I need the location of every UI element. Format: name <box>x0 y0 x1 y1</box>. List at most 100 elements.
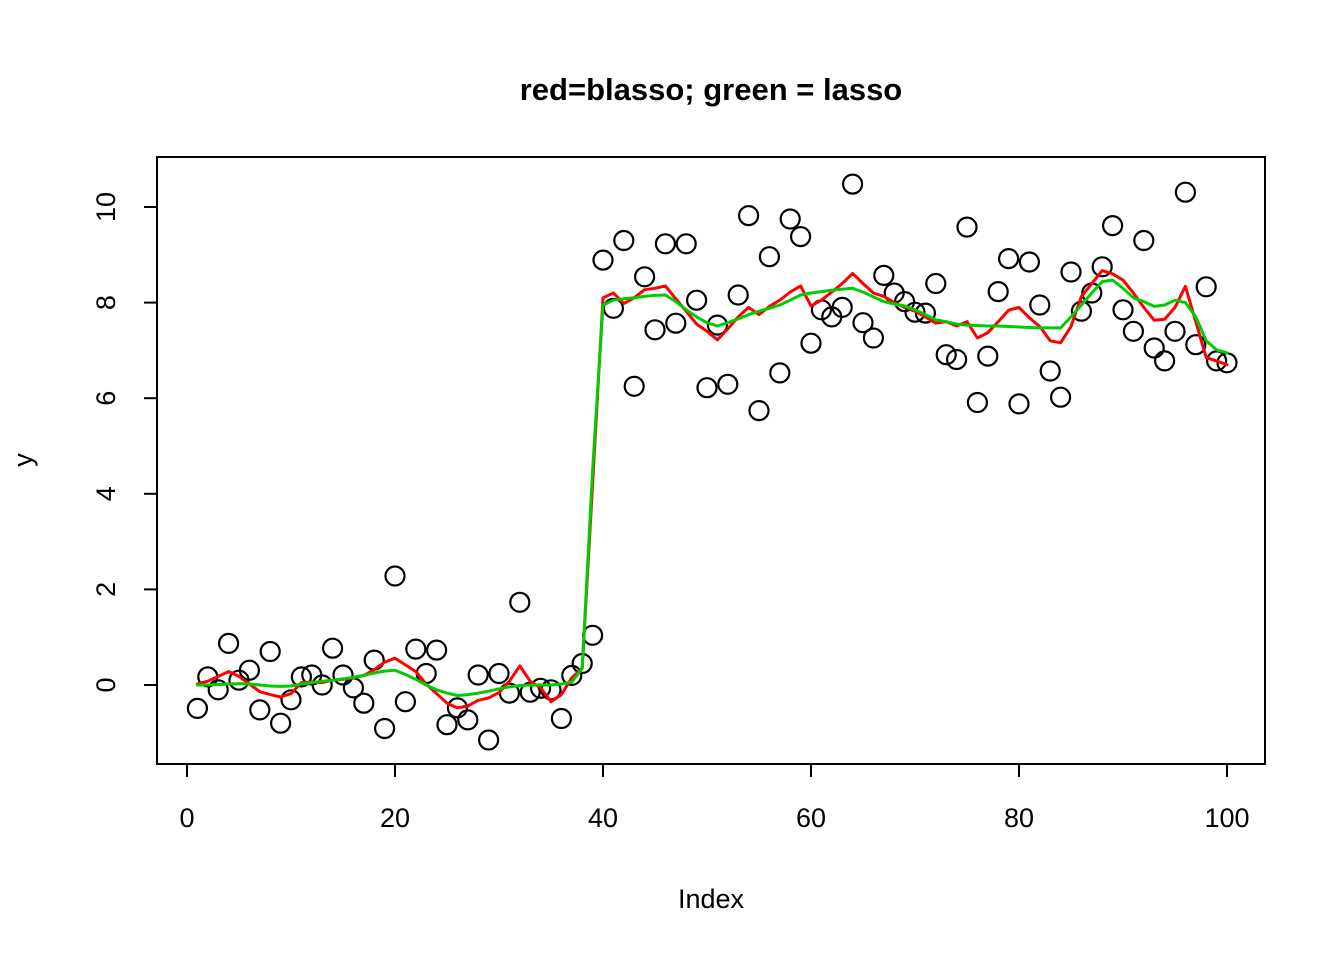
data-point <box>685 289 708 311</box>
data-point <box>488 662 510 685</box>
data-point <box>1153 350 1176 372</box>
data-point <box>613 229 635 252</box>
data-point <box>238 659 260 681</box>
data-point <box>550 707 573 730</box>
data-point <box>997 248 1020 270</box>
data-point <box>1195 276 1217 298</box>
data-point <box>1164 320 1186 342</box>
data-point <box>841 173 864 195</box>
data-point <box>374 717 396 740</box>
data-point <box>311 674 333 696</box>
fit-lines <box>195 269 1229 710</box>
chart-title: red=blasso; green = lasso <box>520 72 903 107</box>
data-point <box>1091 256 1113 278</box>
data-point <box>457 709 479 731</box>
data-point <box>925 272 947 295</box>
data-point <box>186 697 208 720</box>
y-tick-label: 2 <box>91 582 121 597</box>
data-point <box>436 714 458 736</box>
data-point <box>675 233 697 255</box>
data-point <box>1133 229 1155 252</box>
data-point <box>322 637 344 659</box>
data-point <box>623 375 645 397</box>
y-axis-label: y <box>8 453 38 467</box>
plot-box <box>156 156 1266 765</box>
data-point <box>394 691 416 713</box>
blasso-line <box>195 269 1229 710</box>
data-point <box>706 314 729 336</box>
data-point <box>977 345 999 367</box>
data-point <box>769 362 791 384</box>
data-point <box>644 319 666 341</box>
data-point <box>1174 181 1197 203</box>
data-point <box>1122 320 1145 342</box>
data-point <box>904 301 926 323</box>
data-point <box>478 729 500 751</box>
x-tick-label: 20 <box>380 803 410 833</box>
x-tick-label: 0 <box>179 803 194 833</box>
data-point <box>290 666 312 688</box>
data-point <box>852 312 874 334</box>
x-tick-label: 80 <box>1004 803 1034 833</box>
data-point <box>935 344 957 366</box>
data-point <box>529 677 552 699</box>
data-point <box>249 699 271 721</box>
data-point <box>1185 334 1207 356</box>
data-point <box>1029 294 1051 316</box>
data-point <box>353 692 375 714</box>
x-tick-label: 40 <box>588 803 618 833</box>
data-point <box>1070 300 1093 322</box>
x-tick-label: 60 <box>796 803 826 833</box>
data-point <box>207 679 229 701</box>
data-point <box>280 689 302 711</box>
data-points <box>186 173 1238 751</box>
data-point <box>696 377 718 399</box>
data-point <box>737 205 760 227</box>
data-point <box>1039 360 1061 382</box>
data-point <box>446 697 468 719</box>
axes: 0 20 40 60 80 100 0 2 4 6 8 10 <box>91 192 1250 833</box>
data-point <box>831 296 853 318</box>
data-point <box>654 233 677 255</box>
y-tick-label: 10 <box>91 192 121 222</box>
data-point <box>779 208 801 230</box>
data-point <box>592 249 614 271</box>
data-point <box>748 400 770 422</box>
data-point <box>426 639 448 661</box>
data-point <box>259 640 281 663</box>
y-tick-label: 8 <box>91 295 121 310</box>
data-point <box>1008 393 1030 415</box>
data-point <box>945 348 968 371</box>
data-point <box>800 332 822 354</box>
data-point <box>509 591 531 613</box>
data-point <box>717 373 739 395</box>
data-point <box>665 312 687 334</box>
x-tick-label: 100 <box>1204 803 1249 833</box>
data-point <box>218 632 240 655</box>
y-tick-label: 0 <box>91 677 121 692</box>
lasso-line <box>195 278 1229 697</box>
data-point <box>405 638 427 660</box>
data-point <box>1018 251 1041 273</box>
data-point <box>270 712 292 734</box>
data-point <box>384 565 406 587</box>
data-point <box>956 216 978 238</box>
y-tick-label: 6 <box>91 391 121 406</box>
data-point <box>1060 261 1082 283</box>
data-point <box>561 664 583 687</box>
data-point <box>862 327 885 349</box>
data-point <box>987 281 1009 303</box>
data-point <box>1112 299 1134 321</box>
data-point <box>727 284 749 306</box>
data-point <box>966 391 989 414</box>
data-point <box>633 266 656 288</box>
data-point <box>1049 386 1072 408</box>
data-point <box>332 664 354 686</box>
x-axis-label: Index <box>678 884 745 914</box>
data-point <box>1101 215 1124 237</box>
data-point <box>758 246 781 268</box>
data-point <box>789 226 812 248</box>
